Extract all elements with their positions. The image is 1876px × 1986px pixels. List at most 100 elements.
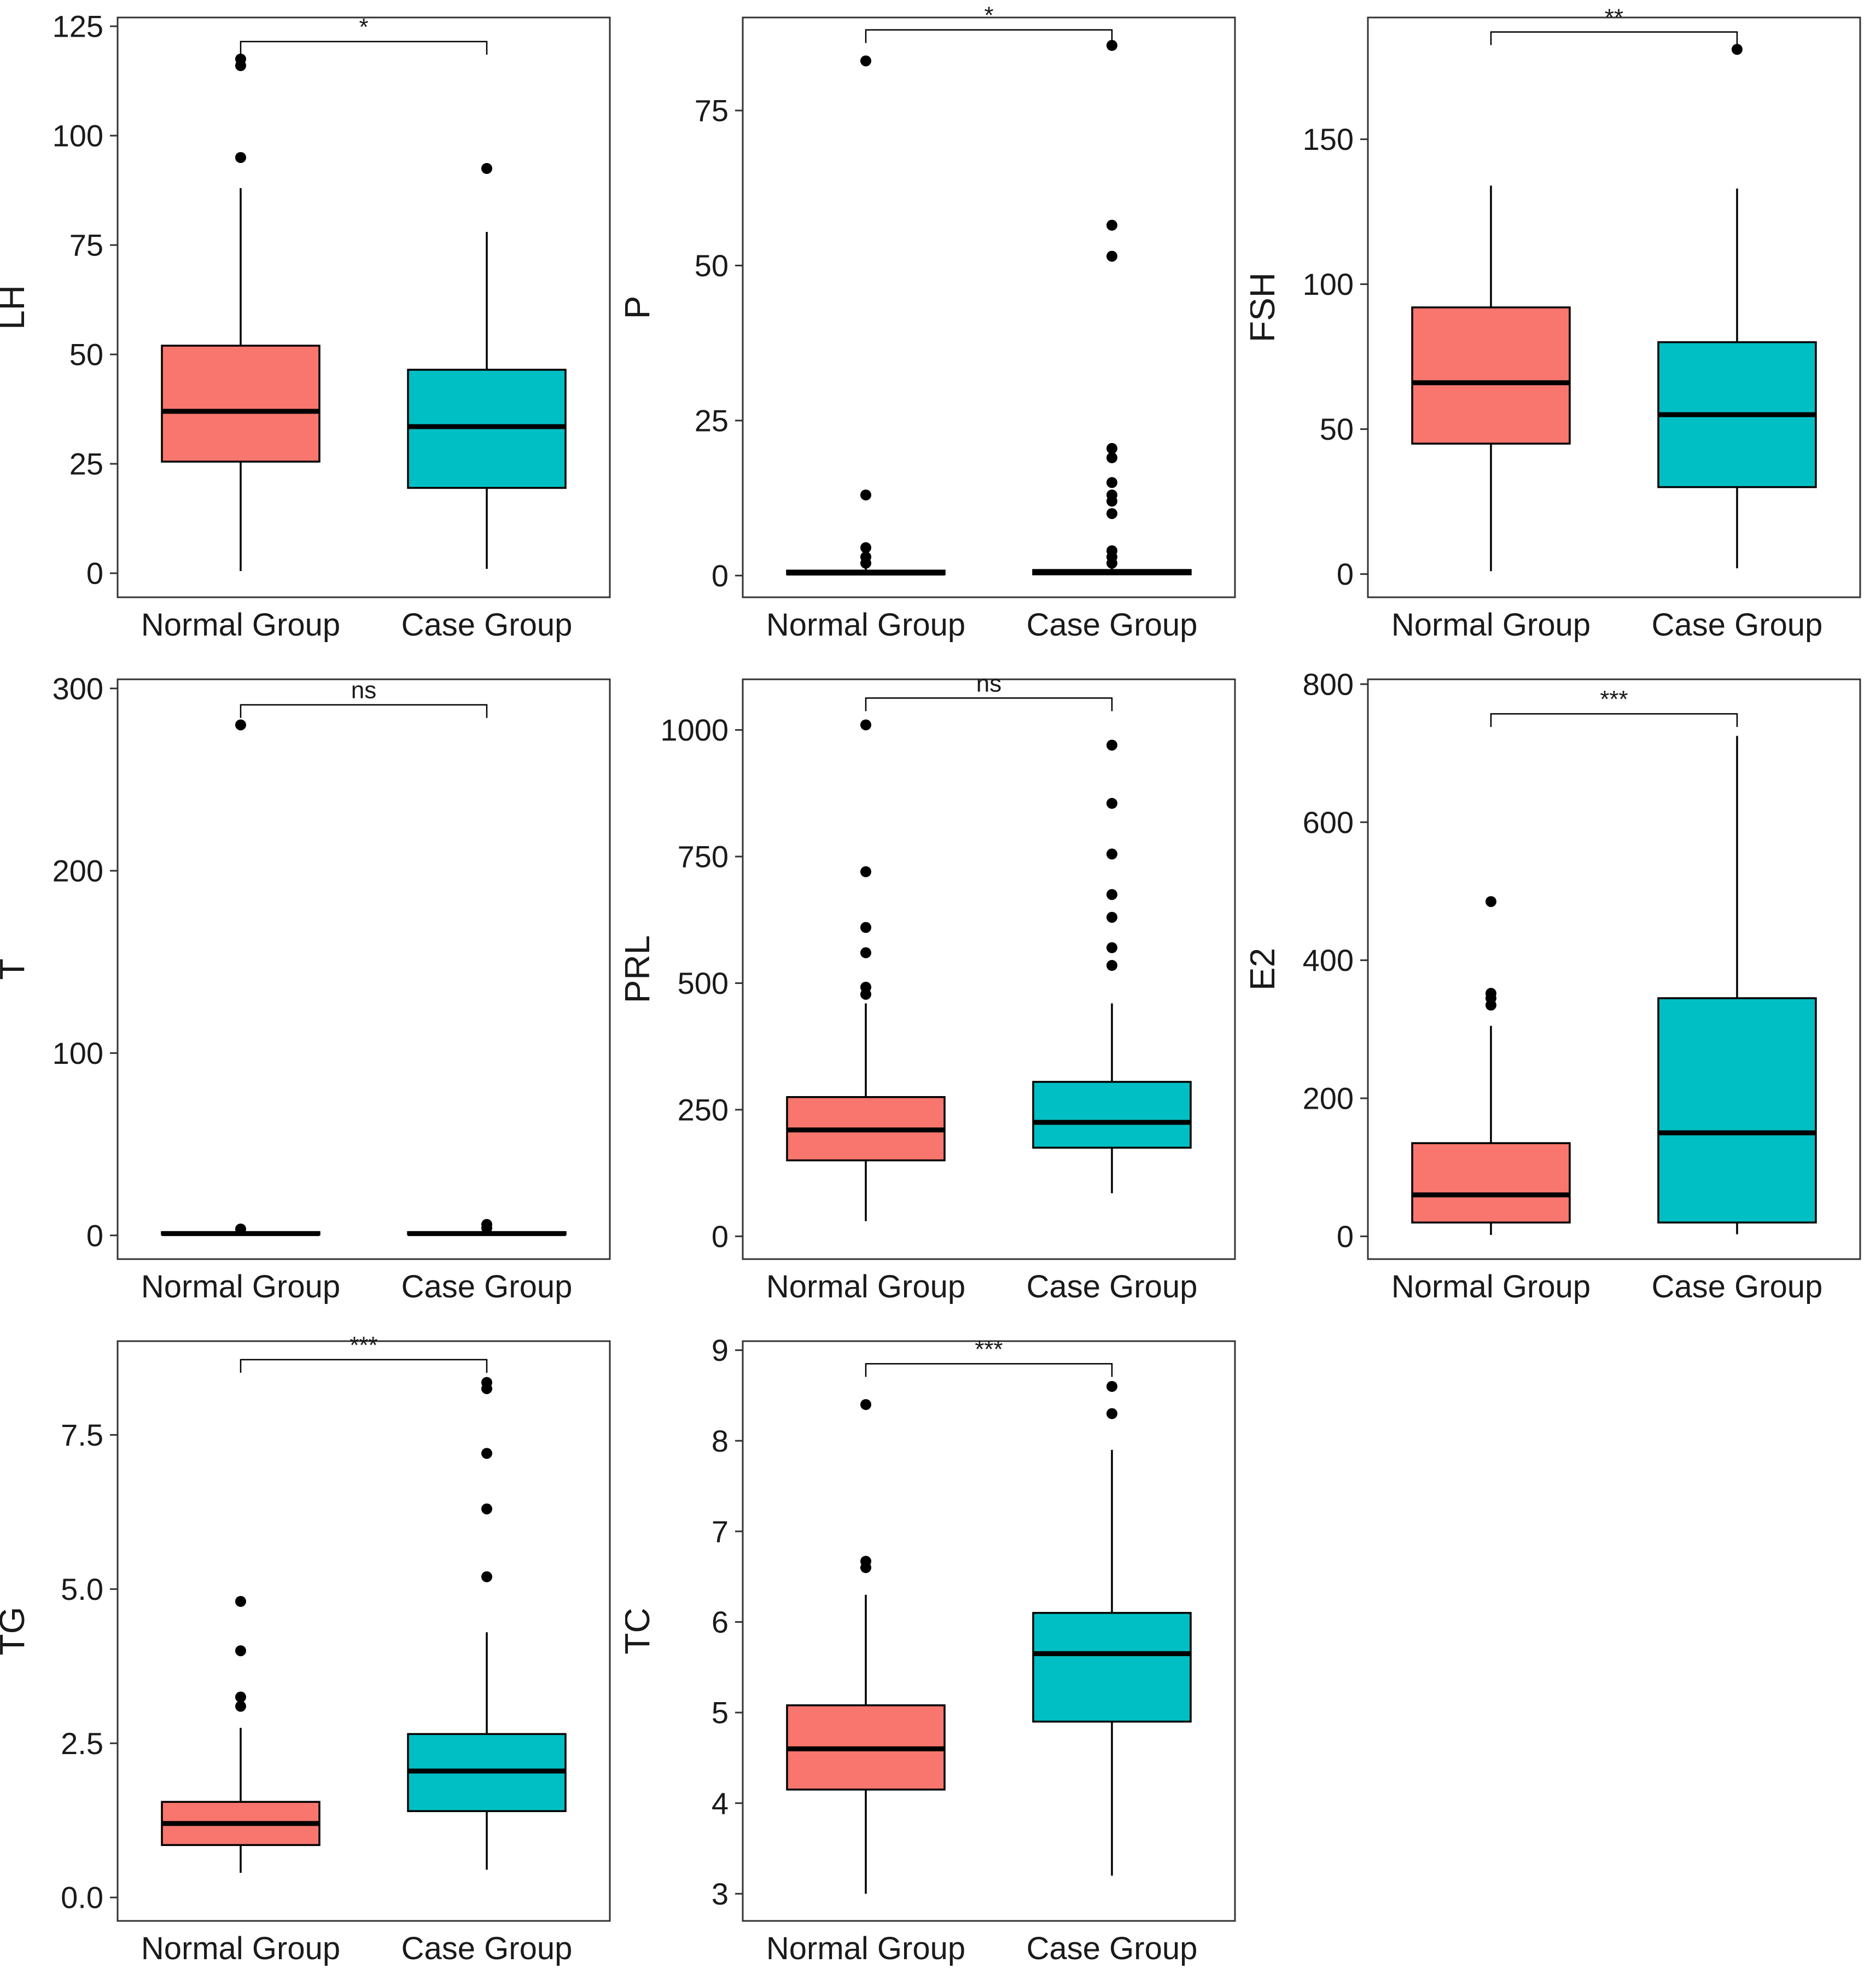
significance-label: **	[1605, 4, 1623, 31]
significance-bracket	[1490, 31, 1738, 45]
outlier-point	[860, 1556, 871, 1567]
significance-label: ns	[976, 670, 1001, 697]
y-axis-title: TC	[625, 1608, 657, 1654]
outlier-point	[860, 1399, 871, 1410]
y-tick-label: 400	[1303, 943, 1354, 977]
outlier-point	[1106, 960, 1117, 971]
chart-svg: 0 25 50 75 100 125 LH Normal Group Case Group *	[0, 9, 611, 643]
outlier-point	[481, 1219, 492, 1230]
y-tick-label: 7.5	[61, 1418, 103, 1452]
significance-bracket	[240, 1359, 488, 1373]
significance-label: ***	[1600, 686, 1628, 713]
y-axis-title: P	[625, 296, 657, 319]
y-tick-label: 600	[1303, 805, 1354, 840]
x-category-label: Normal Group	[141, 1269, 340, 1304]
x-category-label: Case Group	[1027, 607, 1198, 643]
x-category-label: Case Group	[401, 1269, 573, 1304]
y-tick-label: 25	[695, 403, 729, 438]
boxplot-panel-tg: 0.0 2.5 5.0 7.5 TG Normal Group Case Group ***	[0, 1324, 625, 1985]
x-category-label: Normal Group	[1391, 607, 1590, 643]
significance-bracket	[865, 1363, 1113, 1377]
y-tick-label: 50	[1320, 412, 1354, 446]
significance-bracket	[1490, 713, 1738, 727]
x-category-label: Normal Group	[766, 1931, 965, 1966]
y-tick-label: 0	[712, 1219, 729, 1254]
significance-label: ***	[975, 1336, 1003, 1362]
outlier-point	[235, 152, 246, 163]
chart-svg: 0 250 500 750 1000 PRL Normal Group Case Group n…	[625, 670, 1236, 1304]
panel-border	[742, 678, 1236, 1260]
y-tick-label: 250	[678, 1092, 729, 1127]
x-category-label: Case Group	[401, 1931, 573, 1966]
panel-border	[1367, 16, 1861, 598]
box	[1032, 1612, 1192, 1723]
y-tick-label: 3	[712, 1877, 729, 1911]
chart-svg: 0.0 2.5 5.0 7.5 TG Normal Group Case Group ***	[0, 1332, 611, 1966]
panel-border	[742, 1340, 1236, 1922]
significance-label: ***	[349, 1332, 377, 1359]
y-tick-label: 75	[69, 228, 103, 263]
outlier-point	[860, 551, 871, 563]
panel-border	[116, 1340, 611, 1922]
y-tick-label: 0	[86, 1218, 103, 1253]
outlier-point	[235, 1224, 246, 1234]
y-tick-label: 4	[712, 1786, 729, 1820]
outlier-point	[1106, 889, 1117, 900]
outlier-point	[860, 866, 871, 877]
x-category-label: Normal Group	[141, 607, 340, 643]
outlier-point	[481, 1571, 492, 1582]
outlier-point	[860, 719, 871, 731]
boxplot-panel-e2: 0 200 400 600 800 E2 Normal Group Case Group ***	[1250, 662, 1875, 1324]
significance-bracket	[865, 29, 1113, 43]
y-tick-label: 1000	[660, 713, 729, 747]
boxplot-panel-p: 0 25 50 75 P Normal Group Case Group *	[625, 0, 1250, 662]
y-axis-title: TG	[0, 1607, 32, 1656]
x-category-label: Normal Group	[766, 1269, 965, 1304]
outlier-point	[235, 719, 246, 731]
outlier-point	[481, 163, 492, 174]
outlier-point	[1106, 452, 1117, 463]
chart-svg: 0 200 400 600 800 E2 Normal Group Case Group ***	[1250, 667, 1861, 1304]
panel-border	[742, 16, 1236, 598]
x-category-label: Case Group	[1027, 1269, 1198, 1304]
outlier-point	[860, 489, 871, 500]
outlier-point	[1106, 489, 1117, 500]
outlier-point	[1485, 896, 1496, 907]
chart-svg: 0 50 100 150 FSH Normal Group Case Group **	[1250, 4, 1861, 643]
panel-border	[116, 16, 611, 598]
outlier-point	[860, 542, 871, 554]
y-tick-label: 200	[1303, 1081, 1354, 1116]
empty-cell	[1250, 1324, 1875, 1985]
outlier-point	[1106, 508, 1117, 519]
y-tick-label: 6	[712, 1605, 729, 1639]
chart-svg: 3 4 5 6 7 8 9 TC Normal Group Case Group ***	[625, 1333, 1236, 1966]
y-tick-label: 100	[1303, 267, 1354, 301]
x-category-label: Case Group	[1027, 1931, 1198, 1966]
outlier-point	[1106, 739, 1117, 751]
outlier-point	[235, 1700, 246, 1712]
x-category-label: Normal Group	[766, 607, 965, 643]
boxplot-panel-fsh: 0 50 100 150 FSH Normal Group Case Group **	[1250, 0, 1875, 662]
y-tick-label: 750	[678, 840, 729, 874]
significance-bracket	[240, 40, 488, 55]
y-tick-label: 50	[695, 248, 729, 283]
boxplot-panel-t: 0 100 200 300 T Normal Group Case Group ns	[0, 662, 625, 1324]
significance-label: *	[359, 14, 368, 40]
y-tick-label: 0	[86, 556, 103, 591]
panel-border	[116, 678, 611, 1260]
y-tick-label: 0	[1337, 1219, 1354, 1254]
outlier-point	[481, 1503, 492, 1515]
outlier-point	[235, 1595, 246, 1607]
outlier-point	[1106, 442, 1117, 454]
outlier-point	[1106, 251, 1117, 262]
x-category-label: Normal Group	[1391, 1269, 1590, 1304]
x-category-label: Case Group	[401, 607, 573, 643]
y-tick-label: 125	[53, 9, 103, 44]
y-tick-label: 300	[53, 671, 103, 706]
outlier-point	[235, 54, 246, 65]
outlier-point	[1106, 942, 1117, 953]
y-tick-label: 200	[53, 854, 103, 888]
outlier-point	[1106, 797, 1117, 809]
y-tick-label: 25	[69, 447, 103, 481]
